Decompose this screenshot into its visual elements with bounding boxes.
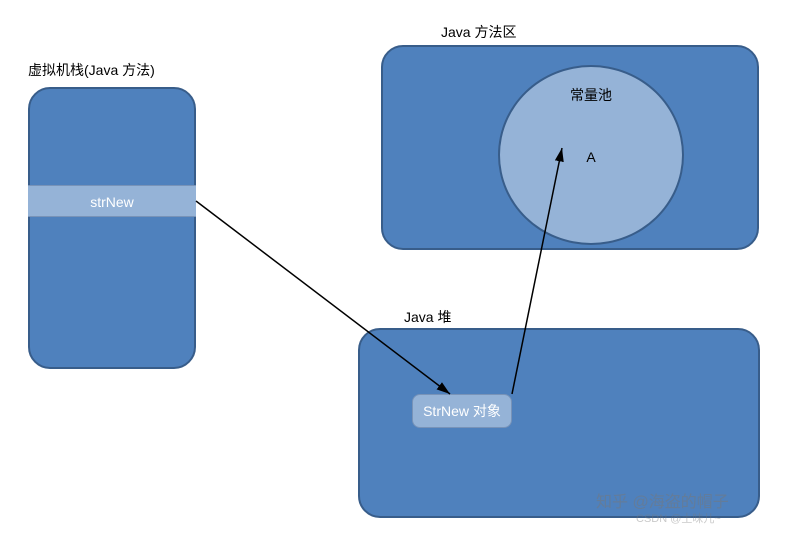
stack-box [28,87,196,369]
method-area-title-label: Java 方法区 [441,22,516,42]
constant-pool-circle: 常量池 A [498,65,684,245]
heap-object-box: StrNew 对象 [412,394,512,428]
heap-object-label: StrNew 对象 [423,401,501,421]
constant-pool-title: 常量池 [500,85,682,105]
stack-variable-label: strNew [90,194,134,210]
constant-pool-value: A [500,149,682,165]
stack-variable-band: strNew [28,185,196,217]
heap-title-label: Java 堆 [404,307,451,327]
stack-title-label: 虚拟机栈(Java 方法) [28,60,155,80]
